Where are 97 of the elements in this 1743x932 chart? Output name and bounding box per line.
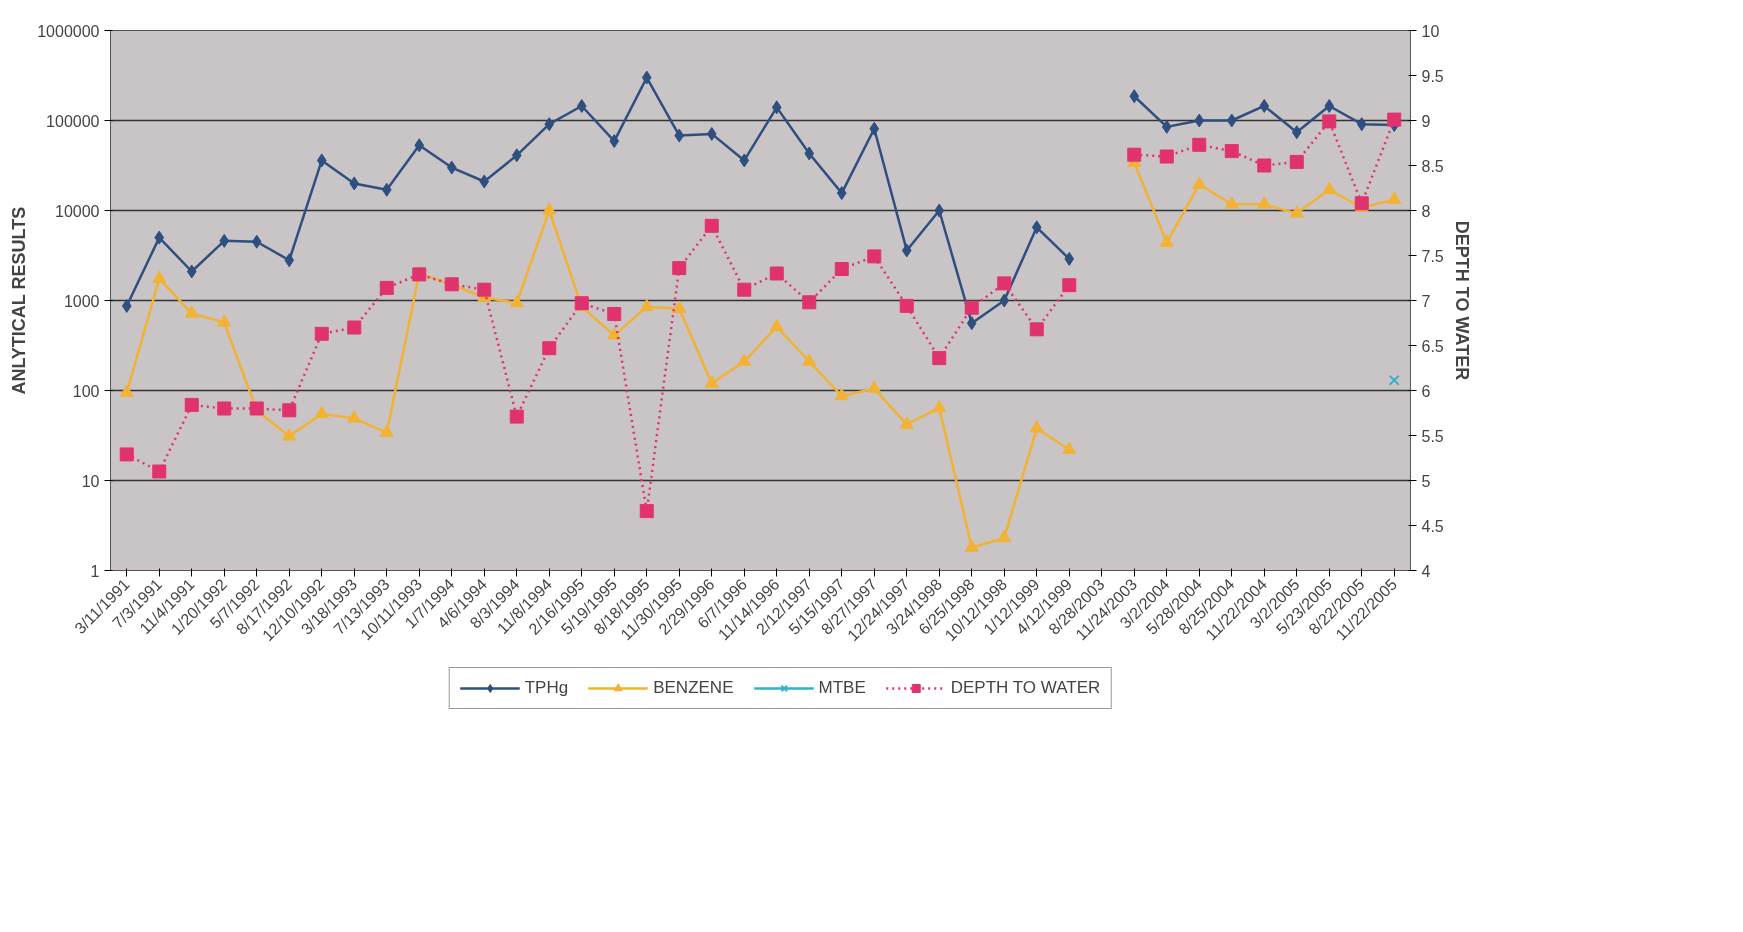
y2-tick-label: 8.5 [1421, 157, 1444, 175]
point [706, 126, 717, 141]
point [932, 399, 947, 413]
point [1192, 176, 1207, 189]
point [1289, 205, 1304, 218]
point [901, 243, 912, 258]
point [934, 203, 945, 218]
point [704, 375, 719, 388]
point [672, 300, 687, 313]
y-tick-label: 1000000 [37, 22, 100, 40]
point [607, 327, 622, 340]
point [152, 270, 167, 283]
point [154, 230, 165, 245]
point [964, 539, 979, 552]
point [314, 405, 329, 419]
point [509, 294, 524, 308]
point [1322, 181, 1337, 195]
point [899, 416, 914, 429]
point [282, 428, 297, 441]
point [802, 353, 817, 366]
point [867, 380, 882, 393]
point [316, 153, 327, 168]
point [347, 410, 362, 423]
y2-axis-title: DEPTH TO WATER [1451, 220, 1472, 381]
point [349, 176, 360, 191]
y2-tick-label: 5.5 [1421, 427, 1444, 445]
point [1031, 220, 1042, 235]
point [379, 424, 394, 437]
point [121, 298, 132, 313]
point [1257, 196, 1272, 209]
point [217, 314, 232, 327]
y2-tick-label: 7 [1421, 292, 1431, 310]
y-axis-title: ANLYTICAL RESULTS [9, 206, 30, 395]
point [771, 100, 782, 115]
point [1029, 420, 1044, 433]
y-tick-label: 10 [81, 472, 100, 490]
legend-label: BENZENE [653, 678, 734, 698]
point [219, 233, 230, 248]
point [1129, 89, 1140, 104]
y2-tick-label: 4.5 [1421, 517, 1444, 535]
point [414, 138, 425, 153]
y2-tick-label: 8 [1421, 202, 1431, 220]
point [639, 298, 654, 312]
point [997, 529, 1012, 543]
y2-tick-label: 6.5 [1421, 337, 1444, 355]
point [1159, 234, 1174, 247]
point [999, 293, 1010, 308]
point [1356, 117, 1367, 132]
point [769, 318, 784, 332]
point [544, 117, 555, 132]
point [1224, 196, 1239, 209]
y2-tick-label: 9 [1421, 112, 1431, 130]
point [1064, 251, 1075, 266]
point [737, 353, 752, 366]
point [1291, 125, 1302, 140]
point [869, 121, 880, 136]
point [609, 134, 620, 149]
y2-tick-label: 10 [1421, 22, 1440, 40]
point [479, 174, 490, 189]
point [1259, 98, 1270, 113]
point [184, 305, 199, 318]
point [1387, 191, 1402, 204]
point [251, 234, 262, 249]
y-tick-label: 10000 [55, 202, 100, 220]
point [381, 182, 392, 197]
legend-label: DEPTH TO WATER [950, 678, 1101, 698]
point [1161, 119, 1172, 134]
y2-tick-label: 9.5 [1421, 67, 1444, 85]
point [966, 316, 977, 331]
y2-tick-label: 5 [1421, 472, 1431, 490]
point [804, 146, 815, 161]
legend-label: TPHg [524, 678, 569, 698]
point [1062, 441, 1077, 454]
point [834, 387, 849, 401]
point [1226, 113, 1237, 128]
point [739, 153, 750, 168]
point [511, 148, 522, 163]
y-tick-label: 1000 [63, 292, 100, 310]
point [641, 70, 652, 85]
point [1194, 113, 1205, 128]
legend-label: MTBE [818, 678, 866, 698]
y-tick-label: 100000 [46, 112, 100, 130]
point [576, 98, 587, 113]
point [284, 253, 295, 268]
y2-tick-label: 7.5 [1421, 247, 1444, 265]
y-tick-label: 100 [72, 382, 100, 400]
point [1324, 98, 1335, 113]
point [674, 128, 685, 143]
y-tick-label: 1 [90, 562, 100, 580]
point [836, 186, 847, 201]
y2-tick-label: 4 [1421, 562, 1431, 580]
point [542, 202, 557, 215]
y2-tick-label: 6 [1421, 382, 1431, 400]
point [119, 384, 134, 397]
point [186, 264, 197, 279]
point [1388, 374, 1400, 386]
point [446, 160, 457, 175]
